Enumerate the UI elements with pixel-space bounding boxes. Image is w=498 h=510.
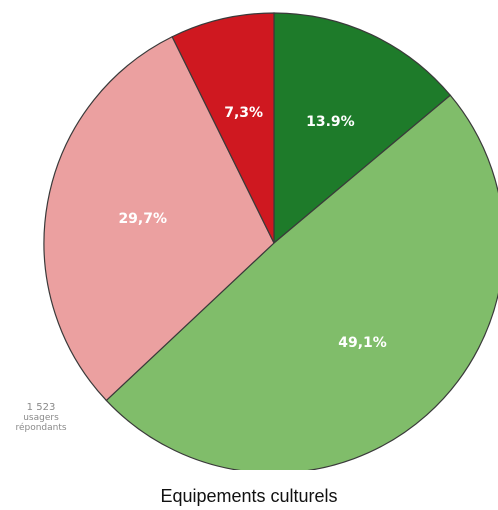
pie-slice-1 [105,94,498,470]
chart-title: Equipements culturels [160,486,338,506]
pie-slice-label-0: 13.9% [306,114,355,130]
pie-slice-label-1: 49,1% [338,335,387,351]
pie-slice-label-2: 29,7% [118,211,167,227]
respondents-unit: usagers répondants [15,413,67,433]
respondents-annotation: 1 523 usagers répondants [14,402,68,434]
respondents-count: 1 523 [26,402,56,413]
pie-slice-0 [273,12,452,245]
pie-chart: 13.9% 49,1% 29,7% 7,3% [43,12,498,470]
pie-slice-label-3: 7,3% [224,105,263,121]
pie-slice-3 [171,12,275,244]
